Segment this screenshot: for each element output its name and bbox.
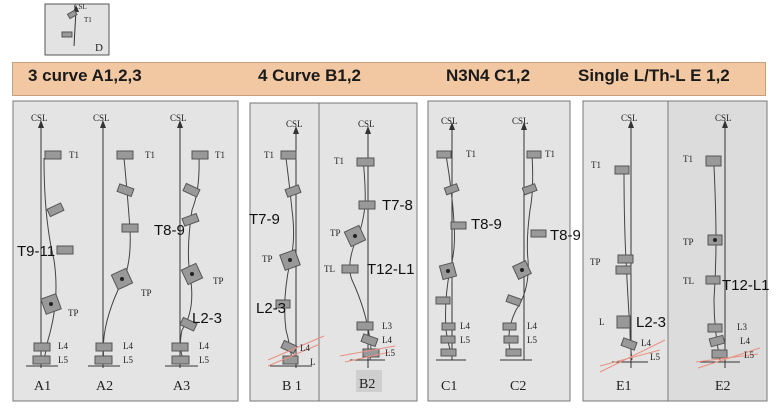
- spine-a2: CSL T1 TP L4 L5 A2: [88, 113, 155, 394]
- a3-region-l2-3: L2-3: [192, 310, 222, 327]
- b1-csl: CSL: [286, 119, 303, 129]
- spine-b2: CSL T1 TP TL L3 L4 L5 T7-8 T12-L1 B2: [324, 119, 415, 392]
- e2-t1: T1: [683, 154, 693, 164]
- inset-t1: T1: [84, 16, 92, 24]
- c1-csl: CSL: [441, 116, 458, 126]
- e2-tl: TL: [683, 276, 694, 286]
- a3-t1: T1: [215, 150, 225, 160]
- inset-csl: CSL: [74, 3, 87, 11]
- b2-csl: CSL: [358, 119, 375, 129]
- spine-a3: CSL T1 TP L4 L5 T8-9 L2-3 A3: [154, 113, 225, 394]
- a1-l4: L4: [58, 341, 68, 351]
- c1-caption: C1: [441, 379, 457, 394]
- spine-c1: CSL T1 L4 L5 T8-9 C1: [435, 116, 502, 394]
- c2-region-t8-9: T8-9: [550, 227, 581, 244]
- spine-a1: CSL T1 TP L4 L5 T9-11 A1: [17, 113, 79, 394]
- e2-l5: L5: [744, 350, 754, 360]
- b2-t1: T1: [334, 156, 344, 166]
- a3-l4: L4: [199, 341, 209, 351]
- a1-tp: TP: [68, 308, 79, 318]
- inset-d: CSL T1 D: [44, 3, 110, 56]
- b1-caption: B 1: [282, 379, 302, 394]
- c2-t1: T1: [545, 149, 555, 159]
- header-single: Single L/Th-L E 1,2: [578, 66, 730, 85]
- c1-l5: L5: [460, 335, 470, 345]
- a2-caption: A2: [96, 379, 113, 394]
- a1-l5: L5: [58, 355, 68, 365]
- b1-region-t7-9: T7-9: [249, 211, 280, 228]
- a3-csl: CSL: [170, 113, 187, 123]
- e2-region-t12-l1: T12-L1: [722, 277, 770, 294]
- a1-csl: CSL: [31, 113, 48, 123]
- e1-t1: T1: [591, 160, 601, 170]
- e2-tp: TP: [683, 237, 694, 247]
- b2-l3: L3: [382, 321, 392, 331]
- a3-tp: TP: [213, 276, 224, 286]
- header-3-curve: 3 curve A1,2,3: [28, 66, 142, 85]
- e2-l3: L3: [737, 322, 747, 332]
- header-4-curve: 4 Curve B1,2: [258, 66, 361, 85]
- a2-t1: T1: [145, 150, 155, 160]
- a2-csl: CSL: [93, 113, 110, 123]
- e2-l4: L4: [740, 336, 750, 346]
- c1-t1: T1: [466, 149, 476, 159]
- a2-tp: TP: [141, 288, 152, 298]
- c1-l4: L4: [460, 321, 470, 331]
- e1-tp: TP: [590, 257, 601, 267]
- c2-l4: L4: [527, 321, 537, 331]
- b2-caption: B2: [359, 377, 375, 392]
- e1-l4: L4: [641, 338, 651, 348]
- e2-caption: E2: [715, 379, 731, 394]
- spine-c2: CSL T1 L4 L5 T8-9 C2: [500, 116, 581, 394]
- b1-l: L: [310, 357, 316, 367]
- a1-caption: A1: [34, 379, 51, 394]
- inset-letter: D: [95, 42, 103, 54]
- e1-region-l2-3: L2-3: [636, 314, 666, 331]
- a1-region-t9-11: T9-11: [17, 243, 55, 260]
- a-region-t8-9: T8-9: [154, 222, 185, 239]
- a3-l5: L5: [199, 355, 209, 365]
- e1-l5: L5: [650, 352, 660, 362]
- b1-region-l2-3: L2-3: [256, 300, 286, 317]
- b2-region-t12-l1: T12-L1: [367, 261, 415, 278]
- c2-csl: CSL: [512, 116, 529, 126]
- c1-region-t8-9: T8-9: [471, 216, 502, 233]
- a1-t1: T1: [69, 150, 79, 160]
- e1-caption: E1: [616, 379, 632, 394]
- header-n3n4: N3N4 C1,2: [446, 66, 531, 85]
- e2-csl: CSL: [715, 113, 732, 123]
- b2-tp: TP: [330, 228, 341, 238]
- a3-caption: A3: [173, 379, 190, 394]
- c2-caption: C2: [510, 379, 526, 394]
- c2-l5: L5: [527, 335, 537, 345]
- header-bar: [12, 62, 766, 96]
- a2-l5: L5: [123, 355, 133, 365]
- b2-region-t7-8: T7-8: [382, 197, 413, 214]
- b1-t1: T1: [264, 150, 274, 160]
- b2-l4: L4: [382, 335, 392, 345]
- spine-b1: CSL T1 TP L4 L T7-9 L2-3 B 1: [249, 119, 325, 394]
- b1-l4: L4: [300, 343, 310, 353]
- a2-l4: L4: [123, 341, 133, 351]
- b2-tl: TL: [324, 264, 335, 274]
- e1-l: L: [599, 317, 605, 327]
- spine-e1: CSL T1 TP L L4 L5 L2-3 E1: [590, 113, 666, 394]
- e1-csl: CSL: [621, 113, 638, 123]
- b1-tp: TP: [262, 254, 273, 264]
- spine-e2: CSL T1 TP TL L3 L4 L5 T12-L1 E2: [683, 113, 770, 394]
- b2-l5: L5: [385, 348, 395, 358]
